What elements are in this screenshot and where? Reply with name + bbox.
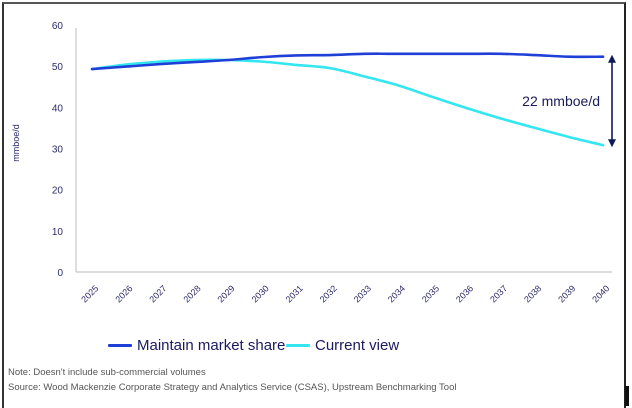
x-tick-label: 2030: [250, 283, 271, 304]
y-axis-label: mmboe/d: [11, 124, 21, 162]
x-tick-label: 2039: [556, 283, 577, 304]
x-tick-label: 2026: [113, 283, 134, 304]
x-tick-label: 2040: [590, 283, 611, 304]
x-tick-label: 2033: [352, 283, 373, 304]
x-tick-label: 2028: [181, 283, 202, 304]
x-tick-label: 2027: [147, 283, 168, 304]
x-axis: 2025 2026 2027 2028 2029 2030 2031 2032 2033 2034…: [76, 272, 612, 304]
legend-label: Maintain market share: [137, 337, 285, 354]
legend-swatch-current: [286, 344, 310, 347]
x-tick-label: 2032: [318, 283, 339, 304]
source-note: Source: Wood Mackenzie Corporate Strateg…: [8, 382, 456, 393]
arrow-down-icon: [608, 139, 616, 147]
y-tick-label: 10: [52, 227, 64, 238]
legend-label: Current view: [315, 337, 399, 354]
legend-swatch-maintain: [108, 344, 132, 347]
x-tick-label: 2025: [79, 283, 100, 304]
y-tick-label: 0: [57, 268, 63, 279]
x-tick-label: 2036: [454, 283, 475, 304]
y-tick-label: 20: [52, 186, 64, 197]
legend-item-current-view[interactable]: Current view: [286, 337, 399, 354]
y-tick-label: 50: [52, 62, 64, 73]
footnote: Note: Doesn't include sub-commercial vol…: [8, 367, 206, 378]
x-tick-label: 2038: [522, 283, 543, 304]
annotation-label: 22 mmboe/d: [522, 93, 600, 109]
y-tick-label: 60: [52, 21, 64, 32]
x-tick-label: 2035: [420, 283, 441, 304]
x-tick-label: 2029: [216, 283, 237, 304]
text-cursor: [625, 386, 629, 406]
arrow-up-icon: [608, 55, 616, 63]
y-tick-label: 30: [52, 145, 64, 156]
y-axis: 0 10 20 30 40 50 60: [52, 21, 76, 279]
legend: Maintain market share Current view: [0, 337, 632, 359]
annotation-group: 22 mmboe/d: [522, 55, 616, 148]
y-tick-label: 40: [52, 103, 64, 114]
x-tick-label: 2034: [386, 283, 407, 304]
x-tick-label: 2037: [488, 283, 509, 304]
x-tick-label: 2031: [284, 283, 305, 304]
legend-item-maintain-market-share[interactable]: Maintain market share: [108, 337, 285, 354]
